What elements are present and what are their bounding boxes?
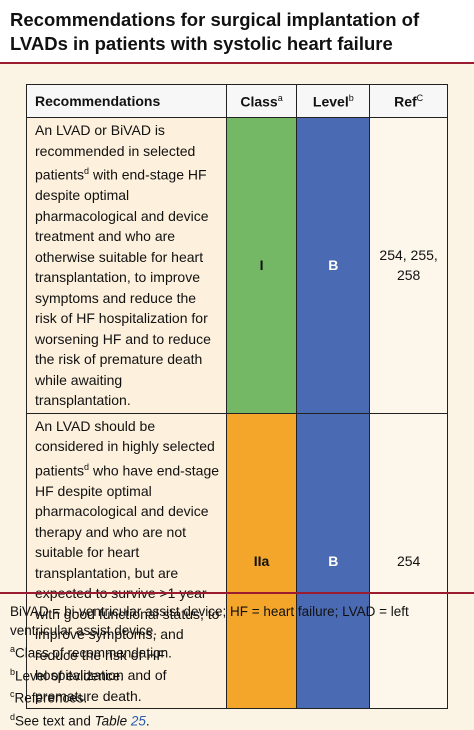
footnote: dSee text and Table 25.	[10, 708, 460, 730]
footnote-text: Level of evidence.	[15, 668, 124, 683]
table-head: Recommendations Classa Levelb RefC	[26, 84, 448, 118]
level-cell: B	[296, 117, 371, 414]
table-row: An LVAD or BiVAD is recommended in selec…	[26, 117, 448, 414]
footnotes: BiVAD = bi-ventricular assist device; HF…	[10, 602, 460, 730]
recommendation-text: An LVAD should be considered in highly s…	[35, 417, 215, 479]
table-body: An LVAD or BiVAD is recommended in selec…	[26, 117, 448, 710]
recommendation-cell: An LVAD should be considered in highly s…	[26, 412, 227, 710]
footnote-marker: b	[10, 666, 16, 677]
header-label: Class	[240, 93, 278, 110]
footnote-marker: C	[416, 92, 424, 103]
footnote-marker: d	[84, 461, 90, 472]
class-value: I	[259, 257, 264, 274]
footnote: cReferences.	[10, 685, 460, 708]
footnote-text: Class of recommendation.	[15, 645, 172, 661]
header-cell: RefC	[369, 84, 448, 118]
footnote-marker: c	[10, 689, 15, 699]
header-cell: Classa	[225, 84, 298, 118]
recommendation-text: with end-stage HF despite optimal pharma…	[35, 166, 211, 409]
footnote-text: .	[145, 713, 150, 728]
footnote-marker: a	[277, 92, 283, 103]
footnote-marker: b	[348, 92, 354, 103]
header-cell: Recommendations	[26, 84, 227, 118]
level-value: B	[328, 257, 339, 274]
header-label: Ref	[394, 93, 417, 110]
header-label: Level	[312, 93, 349, 110]
footnote-marker: d	[10, 711, 16, 722]
class-cell: I	[225, 117, 298, 414]
title: Recommendations for surgical implantatio…	[0, 0, 474, 64]
divider	[0, 592, 474, 594]
footnote-marker: a	[10, 644, 16, 654]
level-cell: B	[296, 412, 371, 710]
recommendation-text: who have end-stage HF despite optimal ph…	[35, 462, 220, 704]
class-value: IIa	[253, 552, 270, 569]
table-row: An LVAD should be considered in highly s…	[26, 412, 448, 710]
table-reference: Table	[94, 713, 128, 728]
footnote: aClass of recommendation.	[10, 640, 460, 663]
ref-cell: 254	[369, 412, 448, 710]
footnote-text: See text and	[15, 713, 91, 728]
header-cell: Levelb	[296, 84, 371, 118]
recommendation-text: An LVAD or BiVAD is recommended in selec…	[35, 122, 196, 183]
header-label: Recommendations	[35, 93, 161, 109]
header-row: Recommendations Classa Levelb RefC	[26, 84, 448, 118]
recommendation-table: Recommendations Classa Levelb RefC An LV…	[26, 84, 448, 710]
ref-value: 254, 255, 258	[379, 247, 438, 284]
class-cell: IIa	[225, 412, 298, 710]
ref-value: 254	[396, 552, 421, 569]
recommendation-cell: An LVAD or BiVAD is recommended in selec…	[26, 117, 227, 414]
footnote-marker: d	[84, 166, 90, 176]
abbreviations: BiVAD = bi-ventricular assist device; HF…	[10, 604, 409, 638]
level-value: B	[328, 552, 339, 569]
footnote-text: References.	[14, 690, 88, 706]
footnote: bLevel of evidence.	[10, 663, 460, 686]
table-number: 25	[130, 713, 146, 728]
ref-cell: 254, 255, 258	[369, 117, 448, 414]
